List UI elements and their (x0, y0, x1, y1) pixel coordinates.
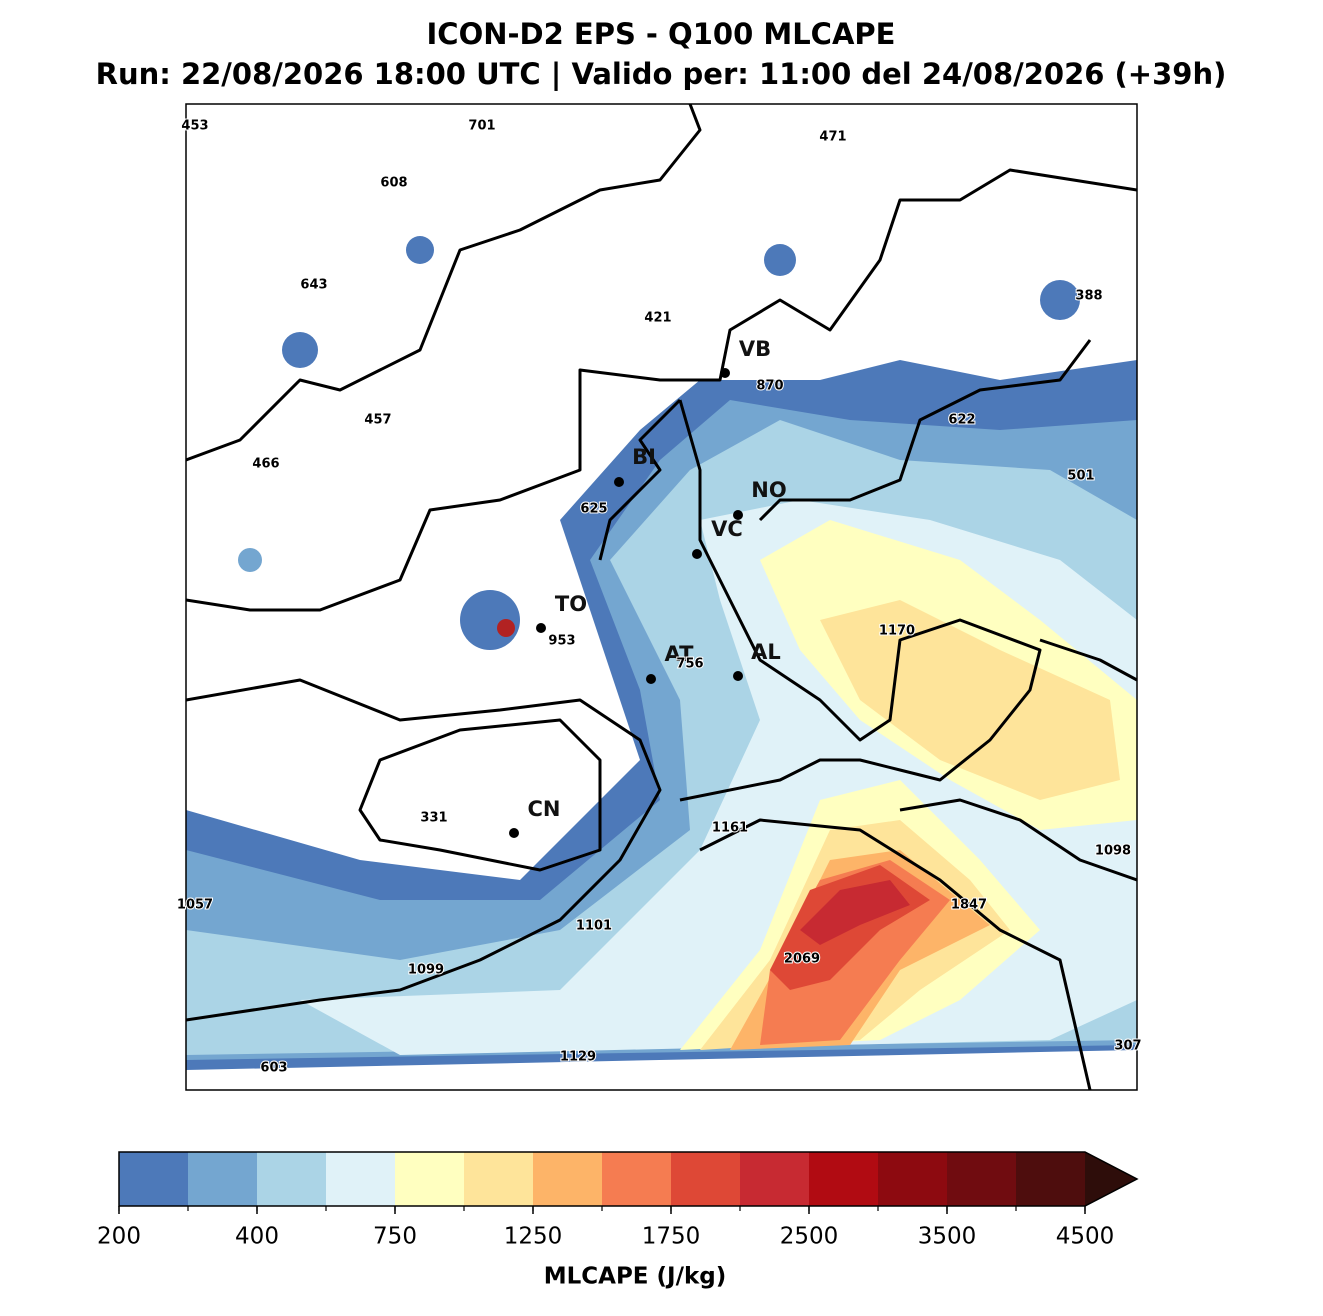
value-label: 701 (468, 119, 495, 134)
value-label: 1101 (576, 919, 612, 934)
value-label: 870 (756, 379, 783, 394)
colorbar-swatch (119, 1152, 189, 1206)
colorbar-swatch (395, 1152, 465, 1206)
colorbar: 200 400 750 1250 1750 2500 3500 4500 (97, 1151, 1139, 1250)
city-dot (646, 674, 656, 684)
value-label: 756 (676, 657, 703, 672)
city-dot (692, 549, 702, 559)
city-label: VC (711, 517, 743, 541)
marker (497, 619, 515, 637)
colorbar-label: MLCAPE (J/kg) (544, 1264, 727, 1290)
border (899, 798, 1137, 882)
cape-area (820, 600, 1120, 800)
value-label: 307 (1114, 1039, 1141, 1054)
value-label: 622 (948, 413, 975, 428)
border (1039, 638, 1137, 682)
colorbar-swatch (326, 1152, 396, 1206)
value-label: 471 (819, 130, 846, 145)
colorbar-swatch (878, 1152, 948, 1206)
colorbar-swatch (809, 1152, 879, 1206)
cape-area (238, 548, 262, 572)
value-labels: 453 701 471 608 643 421 388 870 457 622 … (176, 118, 1143, 1077)
value-label: 331 (420, 811, 447, 826)
colorbar-tick-label: 1750 (642, 1224, 701, 1250)
colorbar-swatch (947, 1152, 1017, 1206)
value-label: 1170 (879, 624, 915, 639)
colorbar-extend (1085, 1152, 1137, 1206)
colorbar-swatch (464, 1152, 534, 1206)
border (678, 399, 1042, 802)
city-label: AL (751, 640, 781, 664)
colorbar-tick-label: 4500 (1056, 1224, 1115, 1250)
city-label: CN (528, 797, 561, 821)
value-label: 608 (380, 176, 407, 191)
subtitle: Run: 22/08/2026 18:00 UTC | Valido per: … (96, 57, 1227, 91)
value-label: 501 (1067, 469, 1094, 484)
colorbar-tick-label: 2500 (780, 1224, 839, 1250)
cape-area (1040, 280, 1080, 320)
city-label: NO (751, 478, 786, 502)
value-label: 421 (644, 311, 671, 326)
cape-area (460, 590, 520, 650)
border (699, 818, 1092, 1090)
value-label: 388 (1075, 289, 1102, 304)
colorbar-swatch (188, 1152, 258, 1206)
city-dot (614, 477, 624, 487)
cape-area (406, 236, 434, 264)
colorbar-outline (118, 1151, 1139, 1207)
value-label: 2069 (784, 952, 820, 967)
value-label: 453 (181, 119, 208, 134)
colorbar-swatch (671, 1152, 741, 1206)
border (358, 718, 602, 872)
value-label: 1098 (1095, 844, 1131, 859)
value-label: 1099 (408, 963, 444, 978)
colorbar-tick-label: 3500 (918, 1224, 977, 1250)
cape-area (764, 244, 796, 276)
value-label: 643 (300, 278, 327, 293)
cities: VB BI NO VC TO AT AL CN (497, 337, 787, 838)
colorbar-tick-label: 1250 (504, 1224, 563, 1250)
colorbar-swatch (602, 1152, 672, 1206)
colorbar-tick-label: 750 (373, 1224, 417, 1250)
city-dot (733, 671, 743, 681)
colorbar-swatch (533, 1152, 603, 1206)
city-dot (720, 368, 730, 378)
cape-area (282, 332, 318, 368)
value-label: 1161 (712, 821, 748, 836)
border (186, 104, 702, 462)
city-dot (733, 510, 743, 520)
title: ICON-D2 EPS - Q100 MLCAPE (427, 17, 896, 51)
colorbar-swatch (257, 1152, 327, 1206)
city-dot (509, 828, 519, 838)
border (186, 678, 662, 1022)
value-label: 625 (580, 502, 607, 517)
value-label: 603 (260, 1061, 287, 1076)
border (758, 339, 1092, 522)
cape-area (800, 880, 910, 945)
city-label: BI (632, 445, 656, 469)
border (186, 168, 1137, 612)
city-dot (536, 623, 546, 633)
border (598, 398, 682, 561)
city-label: TO (555, 592, 587, 616)
colorbar-tick-label: 400 (235, 1224, 279, 1250)
value-label: 457 (364, 413, 391, 428)
cape-field (186, 104, 1137, 1090)
value-label: 953 (548, 634, 575, 649)
map-frame (185, 103, 1138, 1091)
value-label: 1129 (560, 1050, 596, 1065)
value-label: 466 (252, 457, 279, 472)
colorbar-swatch (740, 1152, 810, 1206)
value-label: 1847 (951, 898, 987, 913)
value-label: 1057 (177, 898, 213, 913)
colorbar-swatch (1016, 1152, 1086, 1206)
city-label: VB (739, 337, 771, 361)
colorbar-tick-label: 200 (97, 1224, 141, 1250)
city-label: AT (665, 642, 695, 666)
